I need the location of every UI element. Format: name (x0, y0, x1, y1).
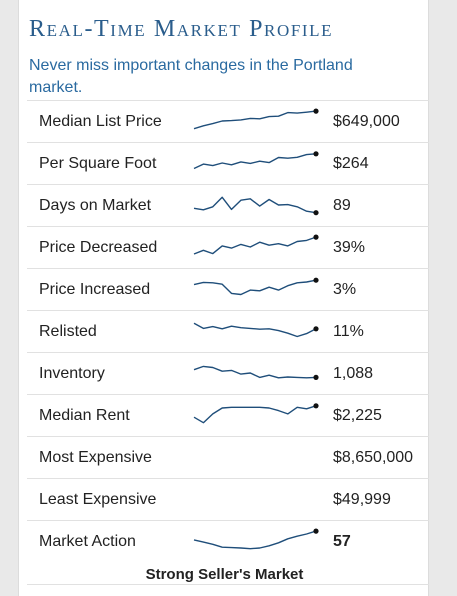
metric-row: Price Decreased 39% (27, 226, 429, 268)
metric-value: $649,000 (333, 113, 400, 130)
sparkline-endpoint (313, 528, 319, 534)
sparkline (193, 528, 319, 550)
sparkline-path (193, 110, 317, 130)
sparkline-path (193, 196, 317, 214)
sparkline (193, 234, 319, 255)
market-profile-card: Real-Time Market Profile Never miss impo… (18, 0, 429, 596)
metric-row: Median Rent $2,225 (27, 394, 429, 436)
sparkline-endpoint (313, 234, 319, 240)
metric-row: Days on Market 89 (27, 184, 429, 226)
metric-label: Relisted (39, 323, 97, 340)
metric-row: Per Square Foot $264 (27, 142, 429, 184)
market-status-label: Strong Seller's Market (145, 566, 304, 583)
sparkline (193, 108, 319, 130)
metric-row: Price Increased 3% (27, 268, 429, 310)
metric-label: Median List Price (39, 113, 162, 130)
metric-value: 1,088 (333, 365, 374, 382)
metric-label: Most Expensive (39, 449, 152, 466)
sparkline (193, 151, 319, 170)
metric-label: Days on Market (39, 197, 152, 214)
sparkline-path (193, 279, 317, 296)
metric-row: Inventory 1,088 (27, 352, 429, 394)
sparkline (193, 403, 319, 424)
sparkline-endpoint (313, 151, 319, 157)
metric-value: 89 (333, 197, 351, 214)
metric-value: 3% (333, 281, 357, 298)
sparkline-endpoint (313, 374, 319, 380)
metric-value: $2,225 (333, 407, 382, 424)
sparkline (193, 322, 319, 338)
metric-row: Most Expensive $8,650,000 (27, 436, 429, 478)
sparkline-path (193, 322, 317, 338)
sparkline-endpoint (313, 326, 319, 332)
sparkline-path (193, 365, 317, 379)
sparkline-endpoint (313, 403, 319, 409)
page-subtitle: Never miss important changes in the Port… (29, 57, 353, 96)
metric-row: Market Action 57 (27, 520, 429, 562)
metric-value: $49,999 (333, 491, 391, 508)
sparkline-path (193, 405, 317, 424)
metric-label: Price Increased (39, 281, 151, 298)
sparkline-path (193, 530, 317, 550)
metric-label: Inventory (39, 365, 105, 382)
metric-label: Price Decreased (39, 239, 158, 256)
page-title: Real-Time Market Profile (29, 16, 334, 42)
sparkline-path (193, 236, 317, 255)
sparkline (193, 196, 319, 216)
metric-value: $264 (333, 155, 369, 172)
sparkline-endpoint (313, 210, 319, 216)
metric-value: 39% (333, 239, 366, 256)
sparkline-path (193, 153, 317, 170)
metric-row: Least Expensive $49,999 (27, 478, 429, 520)
metric-label: Median Rent (39, 407, 130, 424)
sparkline (193, 365, 319, 380)
metric-label: Per Square Foot (39, 155, 157, 172)
metric-value: 57 (333, 533, 351, 550)
metric-label: Market Action (39, 533, 136, 550)
metric-value: $8,650,000 (333, 449, 414, 466)
sparkline-endpoint (313, 108, 319, 114)
sparkline (193, 277, 319, 296)
metrics-table: Median List Price $649,000 Per Square Foot… (27, 100, 429, 562)
metric-row: Median List Price $649,000 (27, 100, 429, 142)
sparkline-endpoint (313, 277, 319, 283)
metric-label: Least Expensive (39, 491, 157, 508)
metric-value: 11% (333, 323, 364, 340)
metric-row: Relisted 11% (27, 310, 429, 352)
footer-divider (27, 584, 429, 585)
